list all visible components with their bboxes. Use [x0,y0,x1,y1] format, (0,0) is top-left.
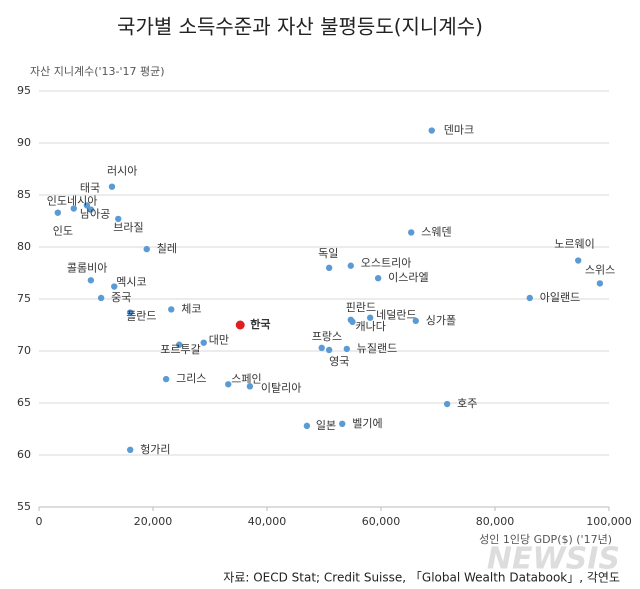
data-point [97,294,105,302]
point-label: 캐나다 [356,320,386,333]
data-point [162,375,170,383]
x-tick-label: 40,000 [248,515,287,528]
point-label: 핀란드 [346,301,376,314]
data-point [200,339,207,346]
y-tick-label: 95 [17,84,31,97]
point-label: 중국 [111,291,131,304]
data-point [374,275,382,282]
x-tick-label: 60,000 [362,515,401,528]
point-label: 헝가리 [140,443,170,456]
point-label: 인도 [53,225,73,238]
data-point [596,280,604,287]
y-tick-label: 60 [17,448,31,461]
data-point [575,257,582,264]
y-tick-label: 80 [17,240,31,253]
point-label: 뉴질랜드 [357,342,397,355]
data-point [87,206,95,213]
data-point [366,314,374,321]
data-point [127,446,134,453]
point-label: 포르투갈 [160,342,200,356]
data-point [143,245,150,253]
data-point [246,383,254,390]
chart-title: 국가별 소득수준과 자산 불평등도(지니계수) [117,15,483,39]
point-label: 네덜란드 [376,309,416,322]
data-point [127,309,134,316]
data-point [70,205,77,212]
data-point [526,294,533,302]
point-label: 스웨덴 [421,225,451,238]
data-point [318,344,325,352]
data-point [303,422,311,430]
point-label: 싱가폴 [426,314,456,327]
data-point [235,320,245,330]
source-note: 자료: OECD Stat; Credit Suisse, 「Global We… [223,571,620,585]
point-label: 스위스 [585,263,615,276]
x-tick-label: 20,000 [134,515,173,528]
y-tick-label: 70 [17,344,31,357]
point-label: 한국 [250,317,270,331]
y-axis-title: 자산 지니계수('13-'17 평균) [30,65,165,78]
y-tick-label: 55 [17,500,31,513]
x-tick-label: 0 [36,515,43,528]
point-label: 브라질 [113,221,143,234]
point-label: 체코 [181,302,201,315]
y-tick-label: 90 [17,136,31,149]
point-label: 오스트리아 [361,257,412,270]
x-axis-title: 성인 1인당 GDP($) ('17년) [479,533,612,546]
watermark: NEWSIS [487,542,620,577]
y-tick-label: 65 [17,396,31,409]
data-point [111,283,118,290]
point-label: 이탈리아 [261,381,301,394]
x-tick-label: 100,000 [586,515,632,528]
point-label: 폴란드 [126,310,156,323]
point-label: 아일랜드 [540,290,580,304]
data-point [83,202,91,209]
y-tick-label: 75 [17,292,31,305]
point-label: 콜롬비아 [67,261,107,274]
point-label: 호주 [457,397,477,410]
data-point [408,229,415,236]
x-tick-label: 80,000 [476,515,515,528]
data-point [87,277,95,284]
point-label: 일본 [316,418,336,432]
data-point [339,420,346,427]
data-point [54,209,62,216]
data-point [443,400,451,408]
point-label: 영국 [329,355,349,368]
point-label: 남아공 [80,208,110,221]
point-label: 노르웨이 [554,238,594,251]
point-label: 프랑스 [312,330,342,343]
point-label: 러시아 [107,165,137,178]
point-label: 덴마크 [444,124,474,137]
data-point [325,264,333,271]
data-point [325,346,333,354]
y-tick-label: 85 [17,188,31,201]
point-label: 독일 [318,246,338,260]
data-point [176,341,183,348]
data-point [108,183,116,190]
point-label: 태국 [80,181,100,194]
data-point [115,215,122,223]
point-label: 스페인 [231,372,261,385]
data-point [343,345,350,353]
data-point [349,318,356,326]
data-point [168,306,175,313]
data-point [347,262,354,269]
point-label: 인도네시아 [47,195,98,208]
data-point [225,381,232,388]
point-label: 멕시코 [116,276,146,289]
point-label: 벨기에 [352,417,382,430]
data-point [412,317,419,325]
point-label: 칠레 [157,242,177,255]
point-label: 그리스 [176,372,206,385]
data-point [428,127,435,134]
point-label: 대만 [209,334,229,347]
point-label: 이스라엘 [388,271,428,284]
